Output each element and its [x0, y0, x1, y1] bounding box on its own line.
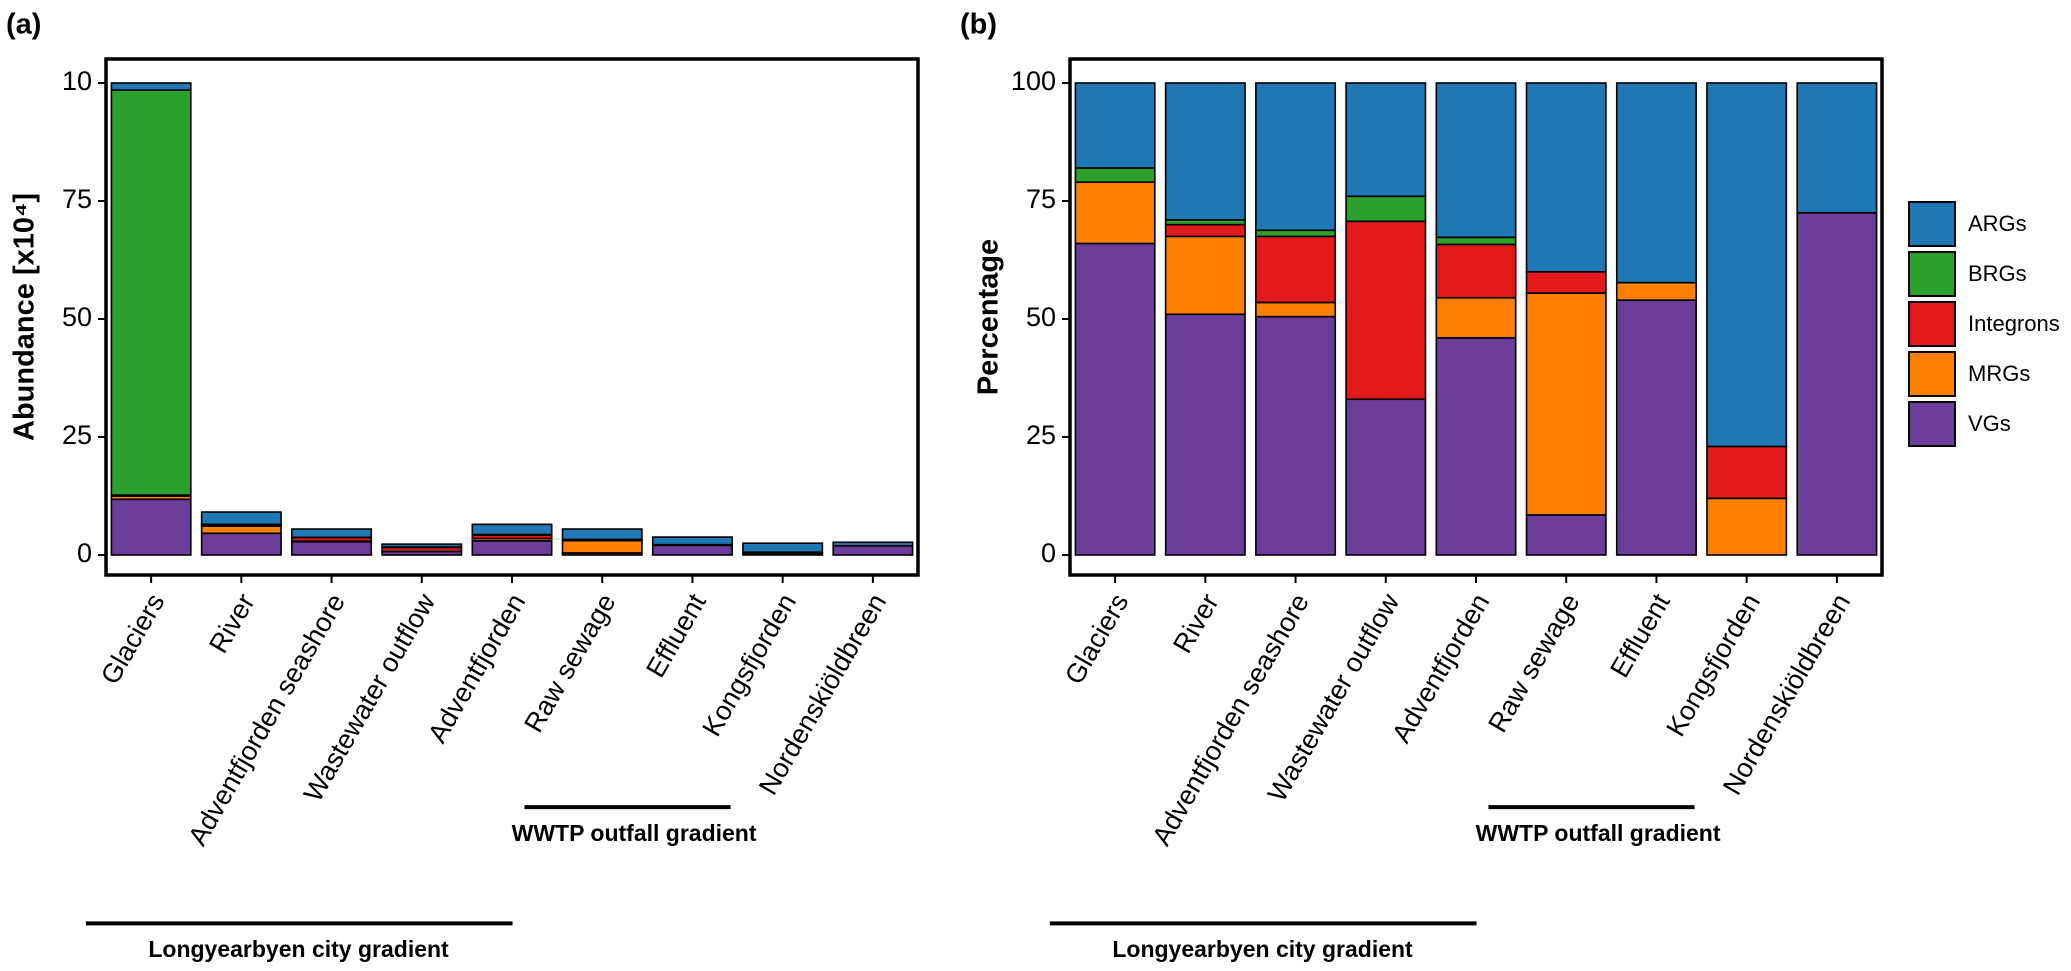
- bar-segment: [1706, 82, 1788, 448]
- x-tick-label: River: [1167, 589, 1224, 659]
- legend-swatch: [1908, 401, 1956, 447]
- bar-segment: [1345, 398, 1427, 556]
- panel-label: (b): [960, 9, 997, 41]
- bar-segment: [1345, 195, 1427, 223]
- y-tick-label: 25: [62, 420, 92, 450]
- y-axis-title: Abundance [x10⁴]: [9, 193, 41, 441]
- bar-segment: [110, 498, 192, 556]
- bar-segment: [110, 89, 192, 496]
- legend-label: Integrons: [1968, 311, 2060, 336]
- x-tick-label: Kongsfjorden: [1660, 589, 1766, 742]
- legend-label: VGs: [1968, 411, 2011, 436]
- bar-segment: [1435, 243, 1517, 299]
- bar-segment: [832, 541, 914, 547]
- x-tick-label: Glaciers: [95, 589, 170, 690]
- legend-swatch: [1908, 351, 1956, 397]
- bar-segment: [1525, 514, 1607, 556]
- y-tick-label: 50: [1026, 302, 1056, 332]
- bar-segment: [471, 523, 553, 536]
- bar-segment: [1074, 82, 1156, 169]
- gradient-label: WWTP outfall gradient: [512, 820, 757, 846]
- bar-segment: [1164, 82, 1246, 221]
- bar-segment: [1435, 236, 1517, 246]
- gradient-label: WWTP outfall gradient: [1476, 820, 1721, 846]
- bar-segment: [651, 536, 733, 546]
- x-tick-label: Adventfjorden seashore: [182, 589, 351, 851]
- y-tick-label: 0: [1041, 538, 1056, 568]
- bar-segment: [1435, 296, 1517, 339]
- x-tick-label: Adventfjorden: [422, 589, 531, 748]
- bar-segment: [471, 540, 553, 556]
- y-tick-label: 10: [62, 66, 92, 96]
- bar-segment: [832, 544, 914, 556]
- x-tick-label: Raw sewage: [518, 589, 621, 738]
- bar-segment: [1796, 212, 1878, 556]
- bar-segment: [200, 525, 282, 535]
- bar-segment: [291, 540, 373, 556]
- bar-segment: [1164, 235, 1246, 316]
- bar-segment: [1525, 292, 1607, 516]
- plot-border: [1068, 57, 1884, 577]
- bar-segment: [1615, 299, 1697, 556]
- plot-border: [104, 57, 920, 577]
- bar-segment: [742, 542, 824, 553]
- bar-segment: [1074, 242, 1156, 556]
- bar-segment: [561, 539, 643, 554]
- x-tick-label: Glaciers: [1059, 589, 1134, 690]
- bar-segment: [1164, 223, 1246, 238]
- bar-segment: [1164, 313, 1246, 556]
- bar-segment: [1345, 82, 1427, 198]
- bar-segment: [110, 82, 192, 91]
- bar-segment: [1435, 82, 1517, 239]
- bar-segment: [1255, 235, 1337, 304]
- legend-swatch: [1908, 201, 1956, 247]
- bar-segment: [1074, 181, 1156, 245]
- bar-segment: [1255, 229, 1337, 238]
- bar-segment: [1255, 82, 1337, 232]
- x-tick-label: Raw sewage: [1482, 589, 1585, 738]
- bar-segment: [1435, 337, 1517, 556]
- y-tick-label: 25: [1026, 420, 1056, 450]
- bar-segment: [1525, 270, 1607, 294]
- bar-segment: [1255, 315, 1337, 556]
- legend-swatch: [1908, 301, 1956, 347]
- y-axis-title: Percentage: [973, 239, 1005, 395]
- y-tick-label: 75: [1026, 184, 1056, 214]
- bar-segment: [651, 544, 733, 556]
- panel-label: (a): [6, 9, 41, 41]
- x-tick-label: River: [203, 589, 260, 659]
- bar-segment: [1525, 82, 1607, 273]
- legend-label: ARGs: [1968, 211, 2027, 236]
- y-tick-label: 75: [62, 184, 92, 214]
- bar-segment: [1345, 220, 1427, 401]
- bar-segment: [1615, 281, 1697, 301]
- legend-swatch: [1908, 251, 1956, 297]
- x-tick-label: Kongsfjorden: [696, 589, 802, 742]
- bar-segment: [291, 528, 373, 539]
- gradient-label: Longyearbyen city gradient: [148, 936, 449, 962]
- y-tick-label: 50: [62, 302, 92, 332]
- bar-segment: [1796, 82, 1878, 214]
- x-tick-label: Adventfjorden seashore: [1146, 589, 1315, 851]
- gradient-label: Longyearbyen city gradient: [1112, 936, 1413, 962]
- bar-segment: [561, 528, 643, 541]
- bar-segment: [381, 543, 463, 548]
- bar-segment: [200, 511, 282, 526]
- legend-label: BRGs: [1968, 261, 2027, 286]
- x-tick-label: Effluent: [640, 588, 712, 682]
- x-tick-label: Effluent: [1604, 588, 1676, 682]
- bar-segment: [1706, 497, 1788, 556]
- y-tick-label: 100: [1011, 66, 1056, 96]
- bar-segment: [1255, 301, 1337, 318]
- bar-segment: [1074, 167, 1156, 183]
- legend-label: MRGs: [1968, 361, 2030, 386]
- bar-segment: [200, 532, 282, 556]
- x-tick-label: Adventfjorden: [1386, 589, 1495, 748]
- y-tick-label: 0: [77, 538, 92, 568]
- bar-segment: [1615, 82, 1697, 284]
- bar-segment: [1706, 445, 1788, 500]
